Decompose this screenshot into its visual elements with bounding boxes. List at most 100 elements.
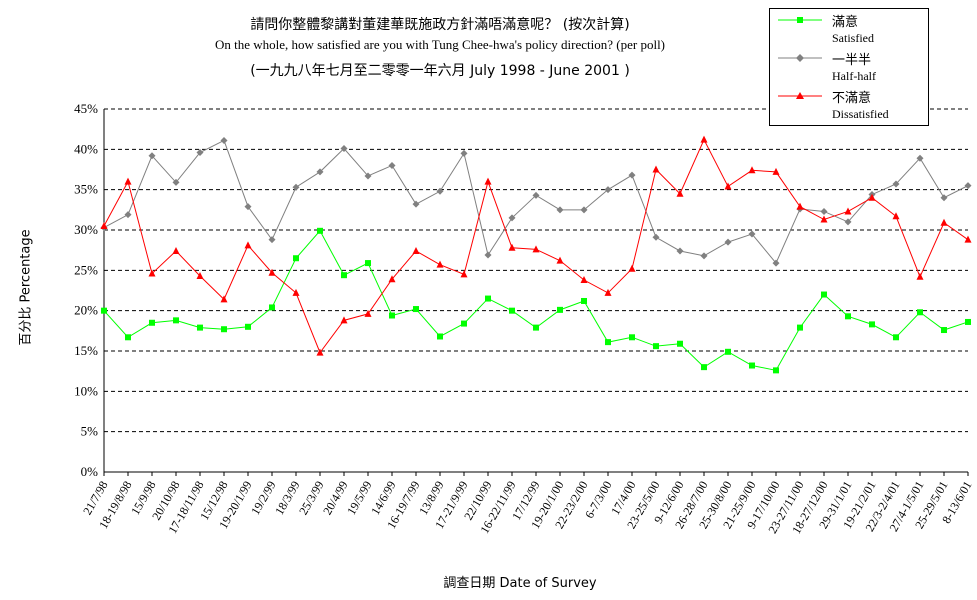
diamond-marker-icon: [778, 54, 822, 62]
chart-title-en: On the whole, how satisfied are you with…: [214, 37, 666, 52]
data-point-satisfied: [365, 260, 371, 267]
square-marker-icon: [778, 17, 822, 23]
data-point-dissatisfied: [364, 309, 372, 317]
data-point-dissatisfied: [124, 177, 132, 185]
data-point-dissatisfied: [388, 275, 396, 283]
data-point-satisfied: [941, 327, 947, 334]
legend-item-dissatisfied: 不滿意 Dissatisfied: [770, 87, 928, 125]
data-point-satisfied: [101, 307, 107, 314]
data-point-half-half: [316, 168, 324, 176]
data-point-satisfied: [917, 309, 923, 316]
data-point-dissatisfied: [868, 193, 876, 201]
data-point-dissatisfied: [676, 189, 684, 197]
data-point-half-half: [460, 149, 468, 157]
data-point-satisfied: [341, 272, 347, 279]
data-point-satisfied: [797, 324, 803, 331]
y-tick-label: 45%: [74, 101, 98, 116]
data-point-half-half: [844, 218, 852, 226]
data-point-satisfied: [197, 324, 203, 331]
data-point-satisfied: [725, 348, 731, 355]
data-point-dissatisfied: [724, 182, 732, 190]
data-point-dissatisfied: [700, 135, 708, 143]
data-point-satisfied: [149, 319, 155, 326]
data-point-satisfied: [221, 326, 227, 333]
data-point-half-half: [364, 172, 372, 180]
y-tick-label: 30%: [74, 222, 98, 237]
data-point-dissatisfied: [748, 166, 756, 174]
data-point-satisfied: [173, 317, 179, 324]
data-point-dissatisfied: [292, 288, 300, 296]
data-point-half-half: [268, 236, 276, 244]
data-point-dissatisfied: [844, 207, 852, 215]
data-point-half-half: [748, 230, 756, 238]
data-point-satisfied: [845, 313, 851, 320]
data-point-dissatisfied: [148, 269, 156, 277]
data-point-dissatisfied: [940, 218, 948, 226]
data-point-satisfied: [293, 255, 299, 262]
data-point-half-half: [940, 194, 948, 202]
data-point-dissatisfied: [796, 202, 804, 210]
data-point-dissatisfied: [652, 165, 660, 173]
y-tick-label: 20%: [74, 303, 98, 318]
data-point-satisfied: [533, 324, 539, 331]
data-point-half-half: [436, 187, 444, 195]
legend: 滿意 Satisfied 一半半 Half-half 不滿意 Dissatisf…: [769, 8, 929, 126]
data-point-half-half: [556, 206, 564, 214]
data-point-half-half: [628, 171, 636, 179]
data-point-satisfied: [965, 318, 971, 325]
data-point-dissatisfied: [196, 271, 204, 279]
y-tick-label: 0%: [81, 464, 99, 479]
data-point-half-half: [916, 154, 924, 162]
data-point-dissatisfied: [340, 316, 348, 324]
data-point-half-half: [124, 211, 132, 219]
legend-label-zh: 一半半: [832, 53, 872, 68]
data-point-dissatisfied: [436, 260, 444, 268]
data-point-dissatisfied: [580, 276, 588, 284]
data-point-satisfied: [125, 334, 131, 341]
y-axis-label: 百分比 Percentage: [18, 229, 34, 346]
data-point-dissatisfied: [100, 221, 108, 229]
data-point-satisfied: [317, 227, 323, 234]
data-point-satisfied: [893, 334, 899, 341]
chart-title-zh: 請問你整體黎講對董建華既施政方針滿唔滿意呢？ (按次計算): [250, 17, 630, 33]
data-point-satisfied: [461, 320, 467, 327]
data-point-satisfied: [749, 362, 755, 369]
data-point-half-half: [508, 214, 516, 222]
y-tick-label: 15%: [74, 343, 98, 358]
data-point-dissatisfied: [628, 264, 636, 272]
legend-label-zh: 不滿意: [832, 91, 872, 106]
data-point-half-half: [964, 182, 972, 190]
data-point-half-half: [892, 180, 900, 188]
y-tick-label: 5%: [81, 424, 99, 439]
data-point-dissatisfied: [220, 295, 228, 303]
legend-label-en: Half-half: [832, 69, 876, 83]
legend-label-en: Dissatisfied: [832, 107, 889, 121]
y-tick-label: 40%: [74, 141, 98, 156]
data-point-dissatisfied: [604, 288, 612, 296]
data-point-dissatisfied: [412, 246, 420, 254]
data-point-half-half: [196, 149, 204, 157]
y-tick-label: 25%: [74, 262, 98, 277]
data-point-dissatisfied: [244, 241, 252, 249]
data-point-dissatisfied: [772, 167, 780, 175]
data-point-half-half: [772, 259, 780, 267]
data-point-satisfied: [653, 343, 659, 350]
data-point-half-half: [244, 203, 252, 211]
data-point-half-half: [148, 152, 156, 160]
data-point-satisfied: [581, 297, 587, 304]
data-point-satisfied: [701, 364, 707, 371]
data-point-satisfied: [821, 291, 827, 298]
data-point-half-half: [724, 238, 732, 246]
legend-label-en: Satisfied: [832, 31, 874, 45]
data-point-satisfied: [509, 307, 515, 314]
data-point-dissatisfied: [916, 272, 924, 280]
data-point-dissatisfied: [892, 212, 900, 220]
data-point-half-half: [412, 200, 420, 208]
data-point-half-half: [604, 186, 612, 194]
data-point-satisfied: [485, 295, 491, 302]
data-point-half-half: [700, 252, 708, 260]
data-point-dissatisfied: [508, 243, 516, 251]
data-point-dissatisfied: [484, 177, 492, 185]
data-point-satisfied: [677, 340, 683, 347]
data-point-satisfied: [245, 323, 251, 330]
